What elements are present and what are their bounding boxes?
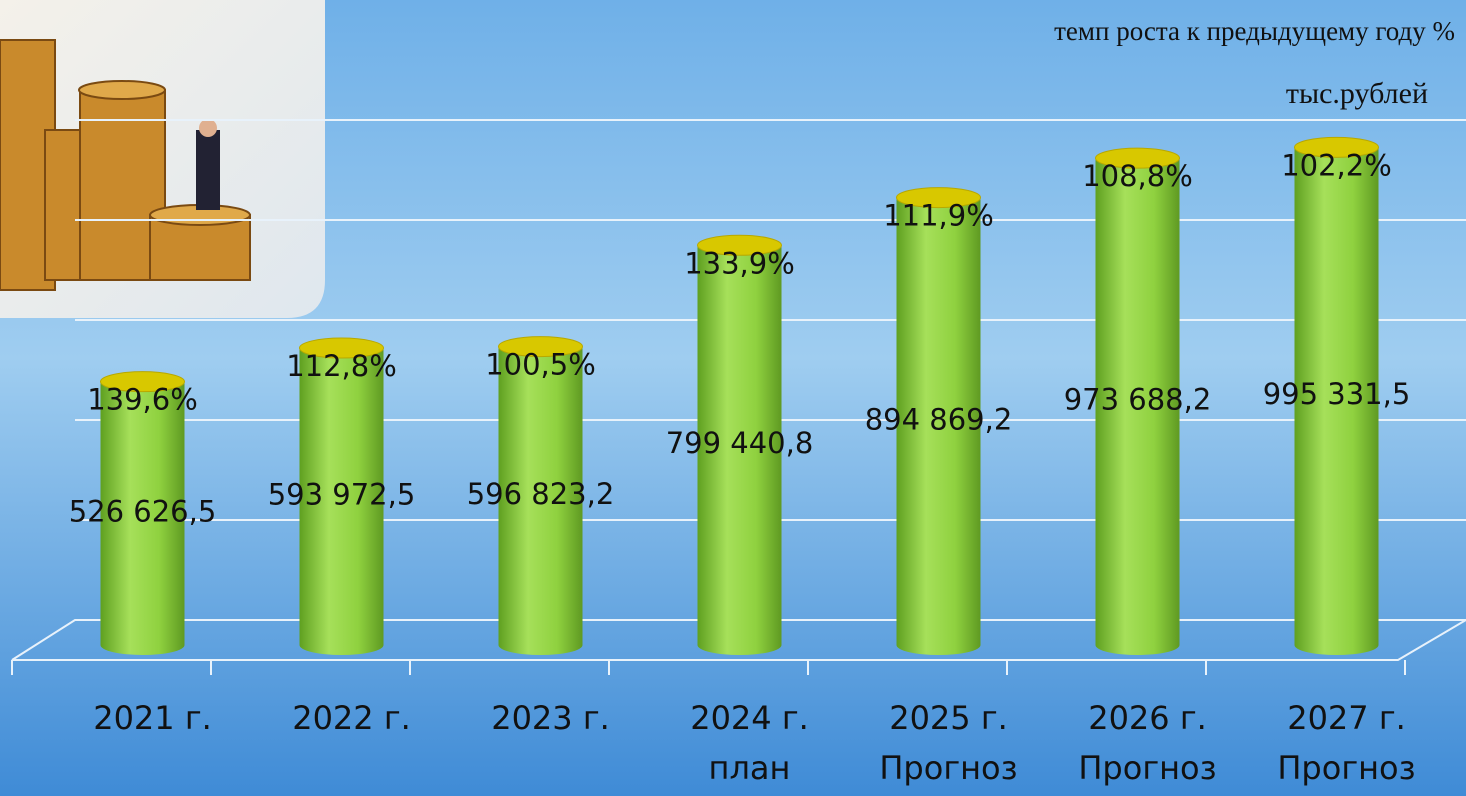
x-tick-label: 2024 г. [690, 699, 809, 737]
illustration [0, 0, 325, 318]
chart: темп роста к предыдущему году % тыс.рубл… [0, 0, 1466, 796]
growth-label: 108,8% [1082, 159, 1193, 193]
x-tick-label: 2026 г. [1088, 699, 1207, 737]
value-label: 799 440,8 [666, 426, 814, 460]
x-tick-label: 2023 г. [491, 699, 610, 737]
growth-label: 133,9% [684, 246, 795, 280]
x-tick-label: план [709, 749, 791, 787]
growth-label: 111,9% [883, 199, 994, 233]
page: темп роста к предыдущему году % тыс.рубл… [0, 0, 1466, 796]
growth-label: 100,5% [485, 348, 596, 382]
x-tick-label: Прогноз [879, 749, 1017, 787]
annotation: тыс.рублей [1286, 77, 1428, 110]
x-tick-label: 2027 г. [1287, 699, 1406, 737]
x-tick-label: 2022 г. [292, 699, 411, 737]
x-tick-label: 2025 г. [889, 699, 1008, 737]
x-tick-label: Прогноз [1277, 749, 1415, 787]
growth-label: 112,8% [286, 349, 397, 383]
value-label: 973 688,2 [1064, 383, 1212, 417]
growth-label: 102,2% [1281, 148, 1392, 182]
value-label: 995 331,5 [1263, 377, 1411, 411]
growth-label: 139,6% [87, 383, 198, 417]
x-tick-label: Прогноз [1078, 749, 1216, 787]
value-label: 526 626,5 [69, 494, 217, 528]
value-label: 596 823,2 [467, 477, 615, 511]
value-label: 593 972,5 [268, 478, 416, 512]
x-tick-label: 2021 г. [93, 699, 212, 737]
value-label: 894 869,2 [865, 402, 1013, 436]
annotation: темп роста к предыдущему году % [1054, 16, 1455, 46]
